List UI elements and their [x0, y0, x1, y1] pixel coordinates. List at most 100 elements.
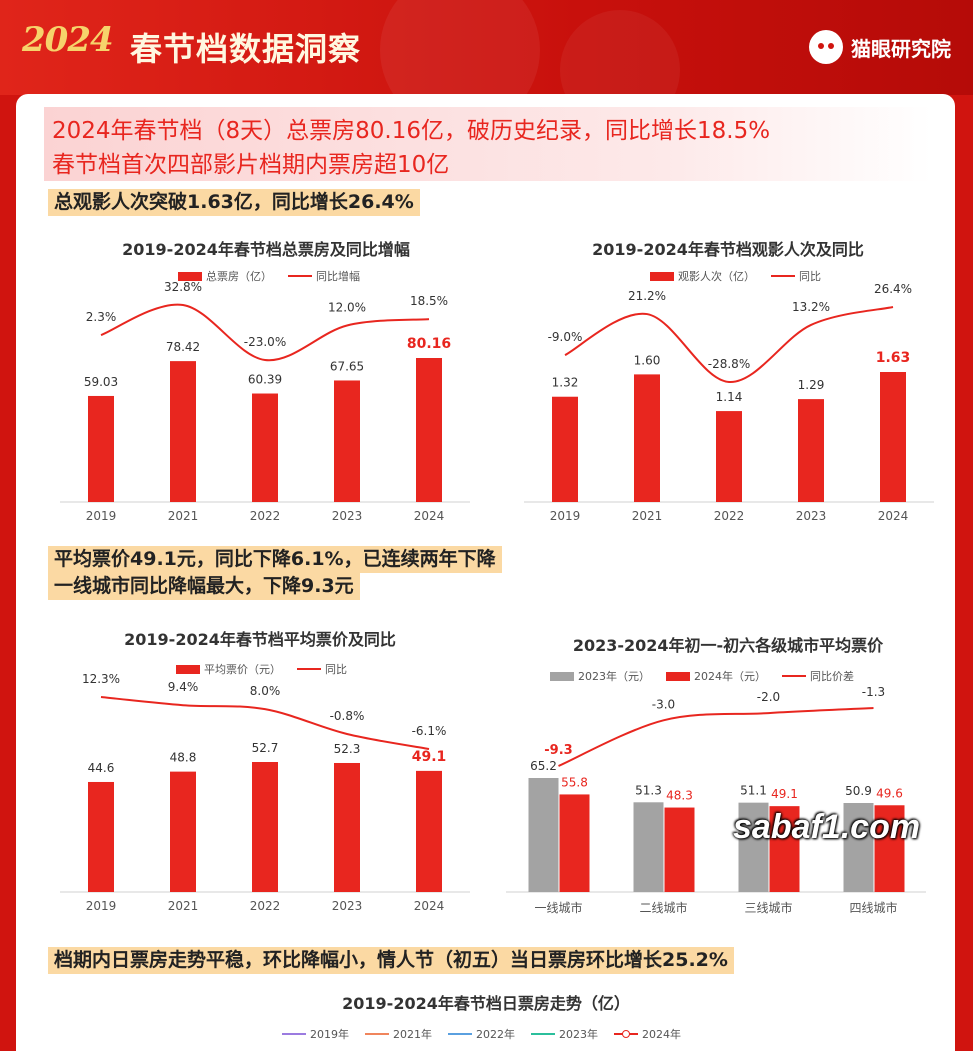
yoy-line	[564, 306, 894, 384]
bar-value-label: 67.65	[330, 359, 364, 373]
legend-bar-swatch	[666, 671, 690, 681]
chart4-legend: 2023年（元） 2024年（元） 同比价差	[550, 668, 854, 684]
line-value-label: 8.0%	[250, 684, 281, 698]
legend-line-swatch	[288, 275, 312, 277]
bar-2023	[738, 802, 769, 892]
legend-bar-swatch	[178, 271, 202, 281]
legend-bar-swatch	[650, 271, 674, 281]
bar	[552, 396, 578, 502]
legend-label: 平均票价（元）	[204, 663, 281, 676]
bar-value-label: 44.6	[88, 761, 115, 775]
bar-value-label: 48.8	[170, 751, 197, 765]
logo-year: 2024	[22, 20, 114, 60]
bar-value-label: 52.3	[334, 742, 361, 756]
bar-value-label: 52.7	[252, 741, 279, 755]
chart-total-boxoffice: 59.03 2019 78.42 2021 60.39 2022 67.65 2023 80.1…	[60, 280, 470, 523]
highlight-daily: 档期内日票房走势平稳，环比降幅小，情人节（初五）当日票房环比增长25.2%	[48, 947, 734, 974]
chart2-legend: 观影人次（亿） 同比	[650, 268, 821, 284]
chart3-title: 2019-2024年春节档平均票价及同比	[124, 630, 396, 649]
bar-value-label: 80.16	[407, 336, 451, 352]
bar-value-label: 49.1	[771, 787, 798, 801]
line-value-label: -28.8%	[708, 357, 750, 371]
x-tick-label: 2019	[550, 509, 581, 523]
highlight-price-2: 一线城市同比降幅最大，下降9.3元	[48, 573, 360, 600]
brand-name: 猫眼研究院	[851, 36, 951, 61]
brand: 猫眼研究院	[809, 30, 951, 64]
bar	[634, 374, 660, 502]
x-tick-label: 2021	[632, 509, 663, 523]
x-tick-label: 2023	[796, 509, 827, 523]
bar-2023	[843, 803, 874, 892]
chart2-title: 2019-2024年春节档观影人次及同比	[592, 240, 864, 259]
headline-band: 2024年春节档（8天）总票房80.16亿，破历史纪录，同比增长18.5% 春节…	[44, 107, 932, 181]
line-value-label: 21.2%	[628, 289, 666, 303]
legend-bar-swatch	[550, 671, 574, 681]
legend-label: 2023年（元）	[578, 670, 650, 683]
bar	[798, 399, 824, 502]
x-tick-label: 2021	[168, 509, 199, 523]
legend-line-swatch	[365, 1033, 389, 1035]
line-value-label: 12.3%	[82, 672, 120, 686]
bar-2024	[874, 805, 905, 892]
x-tick-label: 2019	[86, 509, 117, 523]
legend-item: 2022年	[448, 1026, 515, 1042]
x-tick-label: 2022	[714, 509, 745, 523]
x-tick-label: 一线城市	[534, 900, 582, 915]
bar	[416, 358, 442, 502]
bar	[334, 380, 360, 502]
x-tick-label: 2022	[250, 899, 281, 913]
bar-value-label: 50.9	[845, 784, 872, 798]
legend-item: 2021年	[365, 1026, 432, 1042]
legend-label: 同比增幅	[316, 270, 360, 283]
chart-city-price: 65.2 55.8 一线城市 51.3 48.3 二线城市 51.1 49.1 三线城市 50.9…	[506, 685, 926, 915]
chart4-title: 2023-2024年初一-初六各级城市平均票价	[572, 636, 884, 655]
bar-value-label: 59.03	[84, 375, 118, 389]
legend-label: 同比价差	[810, 670, 854, 683]
x-tick-label: 2023	[332, 899, 363, 913]
bar	[416, 770, 442, 892]
bar-value-label: 51.3	[635, 783, 662, 797]
legend-label: 2022年	[476, 1028, 515, 1041]
x-tick-label: 四线城市	[849, 900, 897, 915]
bar	[88, 781, 114, 892]
bar-2023	[633, 802, 664, 892]
line-value-label: 18.5%	[410, 294, 448, 308]
legend-bar-swatch	[176, 664, 200, 674]
headline-line2: 春节档首次四部影片档期内票房超10亿	[52, 152, 450, 178]
highlight-audience: 总观影人次突破1.63亿，同比增长26.4%	[48, 189, 420, 216]
page-title: 春节档数据洞察	[130, 30, 362, 68]
legend-item: 2023年	[531, 1026, 598, 1042]
bar-value-label: 1.60	[634, 353, 661, 367]
chart3-legend: 平均票价（元） 同比	[176, 661, 347, 677]
line-value-label: -6.1%	[412, 724, 447, 738]
line-value-label: -3.0	[652, 697, 675, 711]
header-banner: 2024 春节档数据洞察 猫眼研究院	[0, 0, 973, 130]
legend-label: 2024年（元）	[694, 670, 766, 683]
legend-line-swatch	[448, 1033, 472, 1035]
legend-label: 观影人次（亿）	[678, 270, 755, 283]
legend-label: 2019年	[310, 1028, 349, 1041]
bar	[170, 361, 196, 502]
legend-item: 2019年	[282, 1026, 349, 1042]
chart-audience: 1.32 2019 1.60 2021 1.14 2022 1.29 2023 1.63 2024…	[524, 282, 934, 523]
chart5-title: 2019-2024年春节档日票房走势（亿）	[342, 994, 630, 1013]
bar	[252, 393, 278, 502]
chart5-legend: 2019年 2021年 2022年 2023年 2024年	[282, 1026, 681, 1042]
yoy-line	[100, 303, 430, 362]
bar	[170, 771, 196, 892]
price-diff-line	[558, 707, 874, 767]
line-value-label: 13.2%	[792, 300, 830, 314]
chart1-legend: 总票房（亿） 同比增幅	[178, 268, 360, 284]
bar-value-label: 48.3	[666, 789, 693, 803]
chart1-title: 2019-2024年春节档总票房及同比增幅	[122, 240, 410, 259]
line-value-label: -0.8%	[330, 709, 365, 723]
bar-value-label: 49.6	[876, 786, 903, 800]
line-value-label: -1.3	[862, 685, 885, 699]
line-value-label: 2.3%	[86, 310, 117, 324]
legend-label: 同比	[799, 270, 821, 283]
line-value-label: -9.3	[544, 743, 572, 758]
legend-item: 2024年	[614, 1026, 681, 1042]
line-value-label: 32.8%	[164, 280, 202, 294]
bar-value-label: 1.14	[716, 390, 743, 404]
bar	[88, 395, 114, 502]
